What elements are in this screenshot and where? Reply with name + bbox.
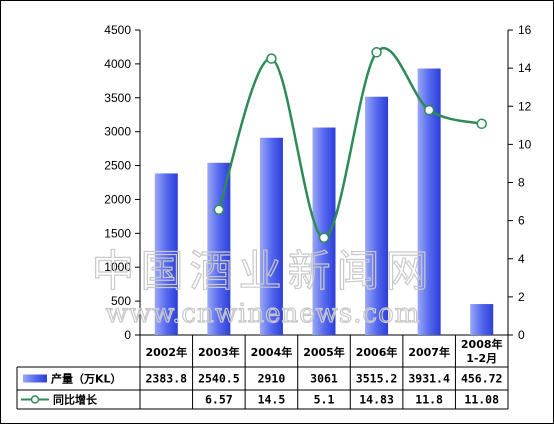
category-label: 2006年 [356, 345, 398, 359]
right-tick-label: 10 [518, 137, 532, 151]
watermark-url: www.cnwinenews.com [106, 299, 421, 329]
left-tick-label: 4000 [104, 57, 131, 71]
right-tick-label: 6 [518, 214, 525, 228]
legend-bar-key [23, 374, 47, 383]
growth-point [318, 232, 330, 244]
growth-point [266, 53, 277, 64]
left-tick-label: 4500 [104, 23, 131, 37]
growth-value-cell: 14.5 [258, 393, 286, 407]
output-value-cell: 2540.5 [198, 372, 240, 386]
legend-line-marker [30, 395, 40, 404]
data-table: 2002年 2003年 2004年 2005年 2006年 2007年 2008年 1-2月产… [16, 335, 509, 410]
line-series [213, 47, 487, 244]
right-tick-label: 2 [518, 290, 525, 304]
left-tick-label: 1000 [104, 260, 131, 274]
growth-point [423, 104, 435, 116]
growth-value-cell: 11.8 [415, 393, 443, 407]
bar [470, 304, 494, 335]
left-tick-label: 2500 [104, 159, 131, 173]
category-label: 2005年 [303, 345, 345, 359]
bar-series [154, 68, 494, 335]
bar [417, 68, 441, 335]
output-value-cell: 3931.4 [408, 372, 450, 386]
category-label: 2008年 1-2月 [461, 337, 503, 365]
bar [365, 96, 389, 335]
output-value-cell: 456.72 [461, 372, 503, 386]
category-label: 2002年 [145, 345, 187, 359]
left-tick-label: 0 [124, 328, 131, 342]
bar [312, 127, 336, 335]
legend-line-label: 同比增长 [53, 393, 98, 407]
bar [207, 162, 231, 335]
category-label-line: 2008年 [461, 337, 503, 351]
output-value-cell: 2910 [258, 372, 286, 386]
growth-value-cell: 5.1 [314, 393, 335, 407]
right-tick-label: 0 [518, 328, 525, 342]
output-value-cell: 3515.2 [356, 372, 398, 386]
legend-bar-label: 产量（万KL） [51, 372, 122, 386]
category-label: 2007年 [408, 345, 450, 359]
output-value-cell: 3061 [310, 372, 338, 386]
growth-point [371, 47, 382, 58]
right-tick-label: 16 [518, 23, 532, 37]
left-tick-label: 2000 [104, 192, 131, 206]
bar [259, 137, 283, 335]
left-tick-label: 3000 [104, 125, 131, 139]
category-label-line: 1-2月 [466, 352, 497, 365]
watermark: 中国酒业新闻网 www.cnwinenews.com [91, 246, 435, 329]
left-tick-label: 1500 [104, 226, 131, 240]
growth-point [213, 204, 225, 216]
growth-line [217, 47, 483, 240]
growth-value-cell: 6.57 [205, 393, 233, 407]
right-tick-label: 14 [518, 61, 532, 75]
growth-value-cell: 11.08 [464, 393, 499, 407]
right-tick-label: 12 [518, 99, 532, 113]
right-tick-label: 4 [518, 252, 525, 266]
output-value-cell: 2383.8 [146, 372, 188, 386]
category-label: 2004年 [251, 345, 293, 359]
left-tick-label: 3500 [104, 91, 131, 105]
category-label: 2003年 [198, 345, 240, 359]
growth-point [476, 118, 487, 130]
watermark-title: 中国酒业新闻网 [92, 247, 435, 297]
left-tick-label: 500 [111, 294, 131, 308]
growth-value-cell: 14.83 [359, 393, 394, 407]
bar [154, 173, 178, 335]
right-tick-label: 8 [518, 176, 525, 190]
axes: 0 500 1000 1500 2000 2500 3000 3500 4000 4500 0 2 4 6… [104, 23, 531, 342]
